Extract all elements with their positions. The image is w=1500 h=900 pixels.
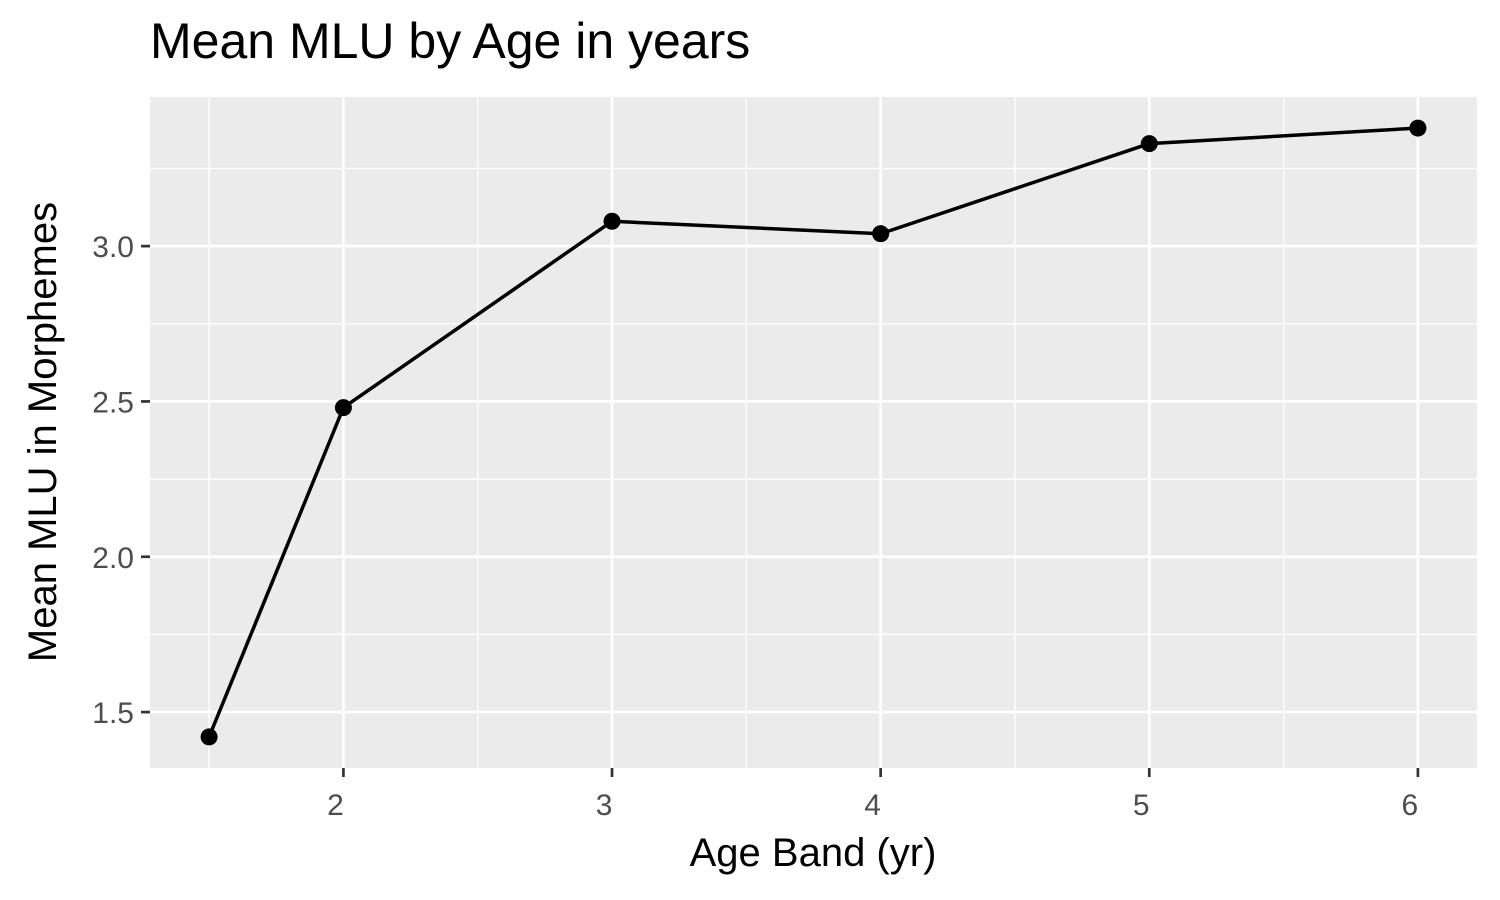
data-point (1409, 119, 1427, 137)
y-axis-title: Mean MLU in Morphemes (21, 202, 65, 662)
y-tick-label: 3.0 (92, 231, 134, 264)
chart-title: Mean MLU by Age in years (150, 13, 751, 69)
axis-ticks: 2 3 4 5 6 1.5 2.0 2.5 3.0 (92, 231, 1420, 822)
plot-panel (150, 97, 1477, 768)
data-point (872, 225, 890, 243)
minor-gridlines (150, 97, 1477, 768)
y-tick-label: 2.5 (92, 386, 134, 419)
major-gridlines (150, 97, 1477, 768)
data-series (200, 119, 1427, 746)
x-tick-label: 5 (1133, 789, 1150, 822)
y-tick-label: 1.5 (92, 697, 134, 730)
x-tick-label: 2 (327, 789, 344, 822)
x-tick-label: 4 (864, 789, 881, 822)
data-point (1140, 135, 1158, 153)
x-axis-title: Age Band (yr) (690, 831, 937, 875)
x-tick-label: 3 (596, 789, 613, 822)
data-point (603, 212, 621, 230)
series-line (207, 126, 1419, 738)
y-tick-label: 2.0 (92, 542, 134, 575)
data-point (200, 728, 218, 746)
x-tick-label: 6 (1402, 789, 1419, 822)
data-point (334, 399, 352, 417)
